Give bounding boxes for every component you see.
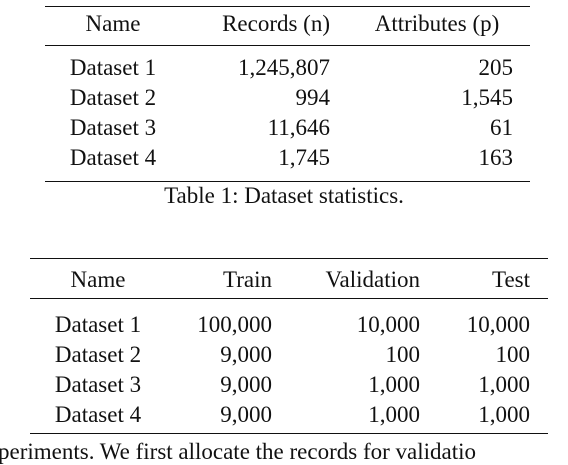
table-cell: Dataset 1 bbox=[54, 312, 142, 337]
table-bottom-rule bbox=[45, 181, 530, 182]
table-cell: 1,000 bbox=[478, 372, 530, 397]
table-cell: 10,000 bbox=[466, 312, 530, 337]
table-cell: 205 bbox=[478, 55, 514, 80]
table-top-rule bbox=[45, 6, 530, 7]
column-header: Records (n) bbox=[222, 11, 330, 36]
table-cell: 994 bbox=[295, 85, 331, 110]
table-cell: 100,000 bbox=[197, 312, 272, 337]
table-cell: 1,000 bbox=[368, 372, 420, 397]
table-cell: 9,000 bbox=[220, 342, 272, 367]
table-cell: Dataset 2 bbox=[54, 342, 142, 367]
table-cell: Dataset 4 bbox=[69, 145, 157, 170]
column-header: Name bbox=[70, 267, 126, 292]
table-cell: 1,000 bbox=[478, 402, 530, 427]
table-cell: Dataset 3 bbox=[54, 372, 142, 397]
table-cell: 1,245,807 bbox=[238, 55, 330, 80]
table-cell: 10,000 bbox=[356, 312, 420, 337]
table-header-rule bbox=[45, 45, 530, 46]
table-cell: 1,745 bbox=[278, 145, 330, 170]
table-cell: 9,000 bbox=[220, 372, 272, 397]
column-header: Test bbox=[492, 267, 530, 292]
column-header: Name bbox=[85, 11, 141, 36]
body-text: periments. We first allocate the records… bbox=[0, 439, 476, 464]
table-cell: Dataset 1 bbox=[69, 55, 157, 80]
table-cell: 61 bbox=[490, 115, 513, 140]
column-header: Train bbox=[223, 267, 272, 292]
table-bottom-rule bbox=[30, 433, 548, 434]
table-cell: 100 bbox=[385, 342, 421, 367]
table-cell: Dataset 4 bbox=[54, 402, 142, 427]
table-caption: Table 1: Dataset statistics. bbox=[164, 183, 404, 208]
table-header-rule bbox=[30, 298, 548, 299]
column-header: Attributes (p) bbox=[374, 11, 500, 36]
table-top-rule bbox=[30, 258, 548, 259]
table-cell: Dataset 3 bbox=[69, 115, 157, 140]
table-cell: 100 bbox=[495, 342, 531, 367]
table-cell: 11,646 bbox=[267, 115, 330, 140]
table-cell: Dataset 2 bbox=[69, 85, 157, 110]
table-cell: 9,000 bbox=[220, 402, 272, 427]
column-header: Validation bbox=[325, 267, 420, 292]
table-cell: 1,000 bbox=[368, 402, 420, 427]
table-cell: 163 bbox=[478, 145, 514, 170]
table-cell: 1,545 bbox=[461, 85, 513, 110]
